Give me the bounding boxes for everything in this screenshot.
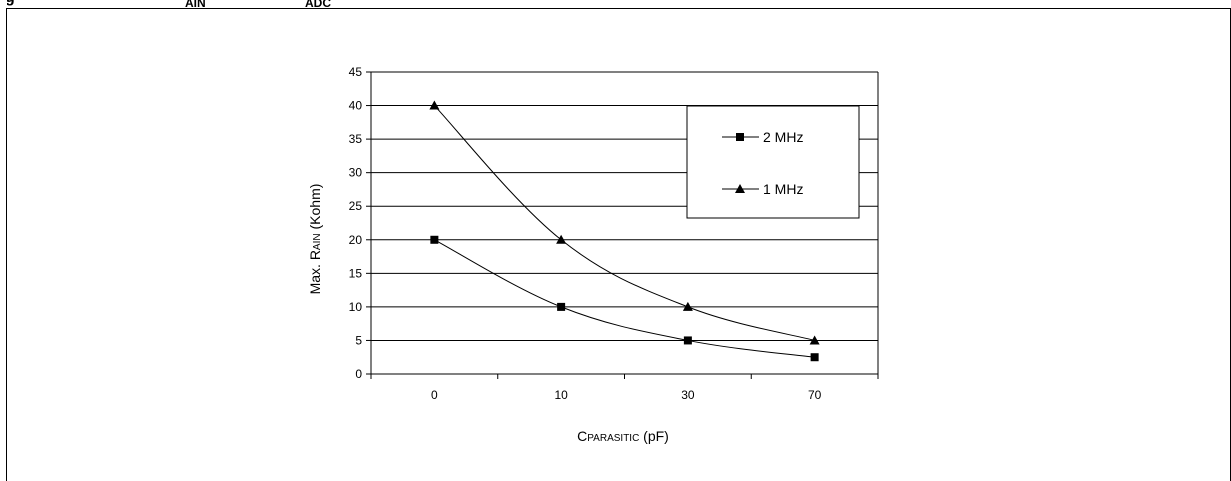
data-point (810, 353, 819, 362)
data-point (429, 100, 440, 110)
y-tick-label: 20 (349, 233, 363, 247)
x-axis-label-sub: PARASITIC (587, 433, 639, 444)
x-tick-label: 10 (554, 388, 568, 402)
data-point (683, 336, 692, 345)
data-point (557, 302, 566, 311)
y-tick-label: 45 (349, 65, 363, 79)
y-axis-label: Max. RAIN (Kohm) (307, 184, 323, 295)
series-line (434, 239, 815, 358)
y-tick-label: 15 (349, 266, 363, 280)
y-tick-label: 10 (349, 300, 363, 314)
y-tick-labels: 0 5 10 15 20 25 30 35 40 45 (349, 65, 371, 381)
x-axis-label: CPARASITIC (pF) (577, 428, 669, 444)
caption-sub-ain: AIN (185, 0, 206, 9)
caption-sub-adc: ADC (305, 0, 331, 9)
x-tick-label: 70 (808, 388, 822, 402)
x-axis-label-suffix: (pF) (639, 428, 669, 444)
caption-prefix: g (7, 0, 15, 6)
y-tick-label: 40 (349, 99, 363, 113)
legend-item: 2 MHz (722, 129, 803, 145)
data-point (809, 335, 820, 345)
axes (366, 72, 879, 375)
y-axis-label-sub: AIN (312, 233, 323, 250)
data-point (682, 301, 693, 311)
legend-label: 2 MHz (763, 129, 803, 145)
series-1 (429, 100, 820, 345)
series-0 (430, 235, 819, 362)
data-point (430, 235, 439, 244)
x-axis-label-prefix: C (577, 428, 587, 444)
legend: 2 MHz 1 MHz (686, 105, 860, 219)
x-tick-label: 30 (681, 388, 695, 402)
legend-swatch-marker (735, 184, 745, 193)
series-lines (429, 100, 820, 362)
legend-label: 1 MHz (763, 181, 803, 197)
data-point (556, 234, 567, 244)
x-tick-label: 0 (431, 388, 438, 402)
y-tick-label: 30 (349, 166, 363, 180)
y-axis-label-prefix: Max. R (307, 250, 323, 294)
legend-item: 1 MHz (722, 181, 803, 197)
y-tick-label: 5 (355, 333, 362, 347)
y-tick-label: 25 (349, 199, 363, 213)
y-tick-label: 35 (349, 132, 363, 146)
series-line (434, 105, 815, 341)
legend-box (686, 105, 860, 219)
figure-caption: g AIN ADC (7, 0, 407, 9)
y-tick-label: 0 (355, 367, 362, 381)
x-tick-labels: 0 10 30 70 (370, 374, 879, 402)
legend-swatch-marker (736, 133, 744, 141)
y-axis-label-suffix: (Kohm) (307, 184, 323, 234)
